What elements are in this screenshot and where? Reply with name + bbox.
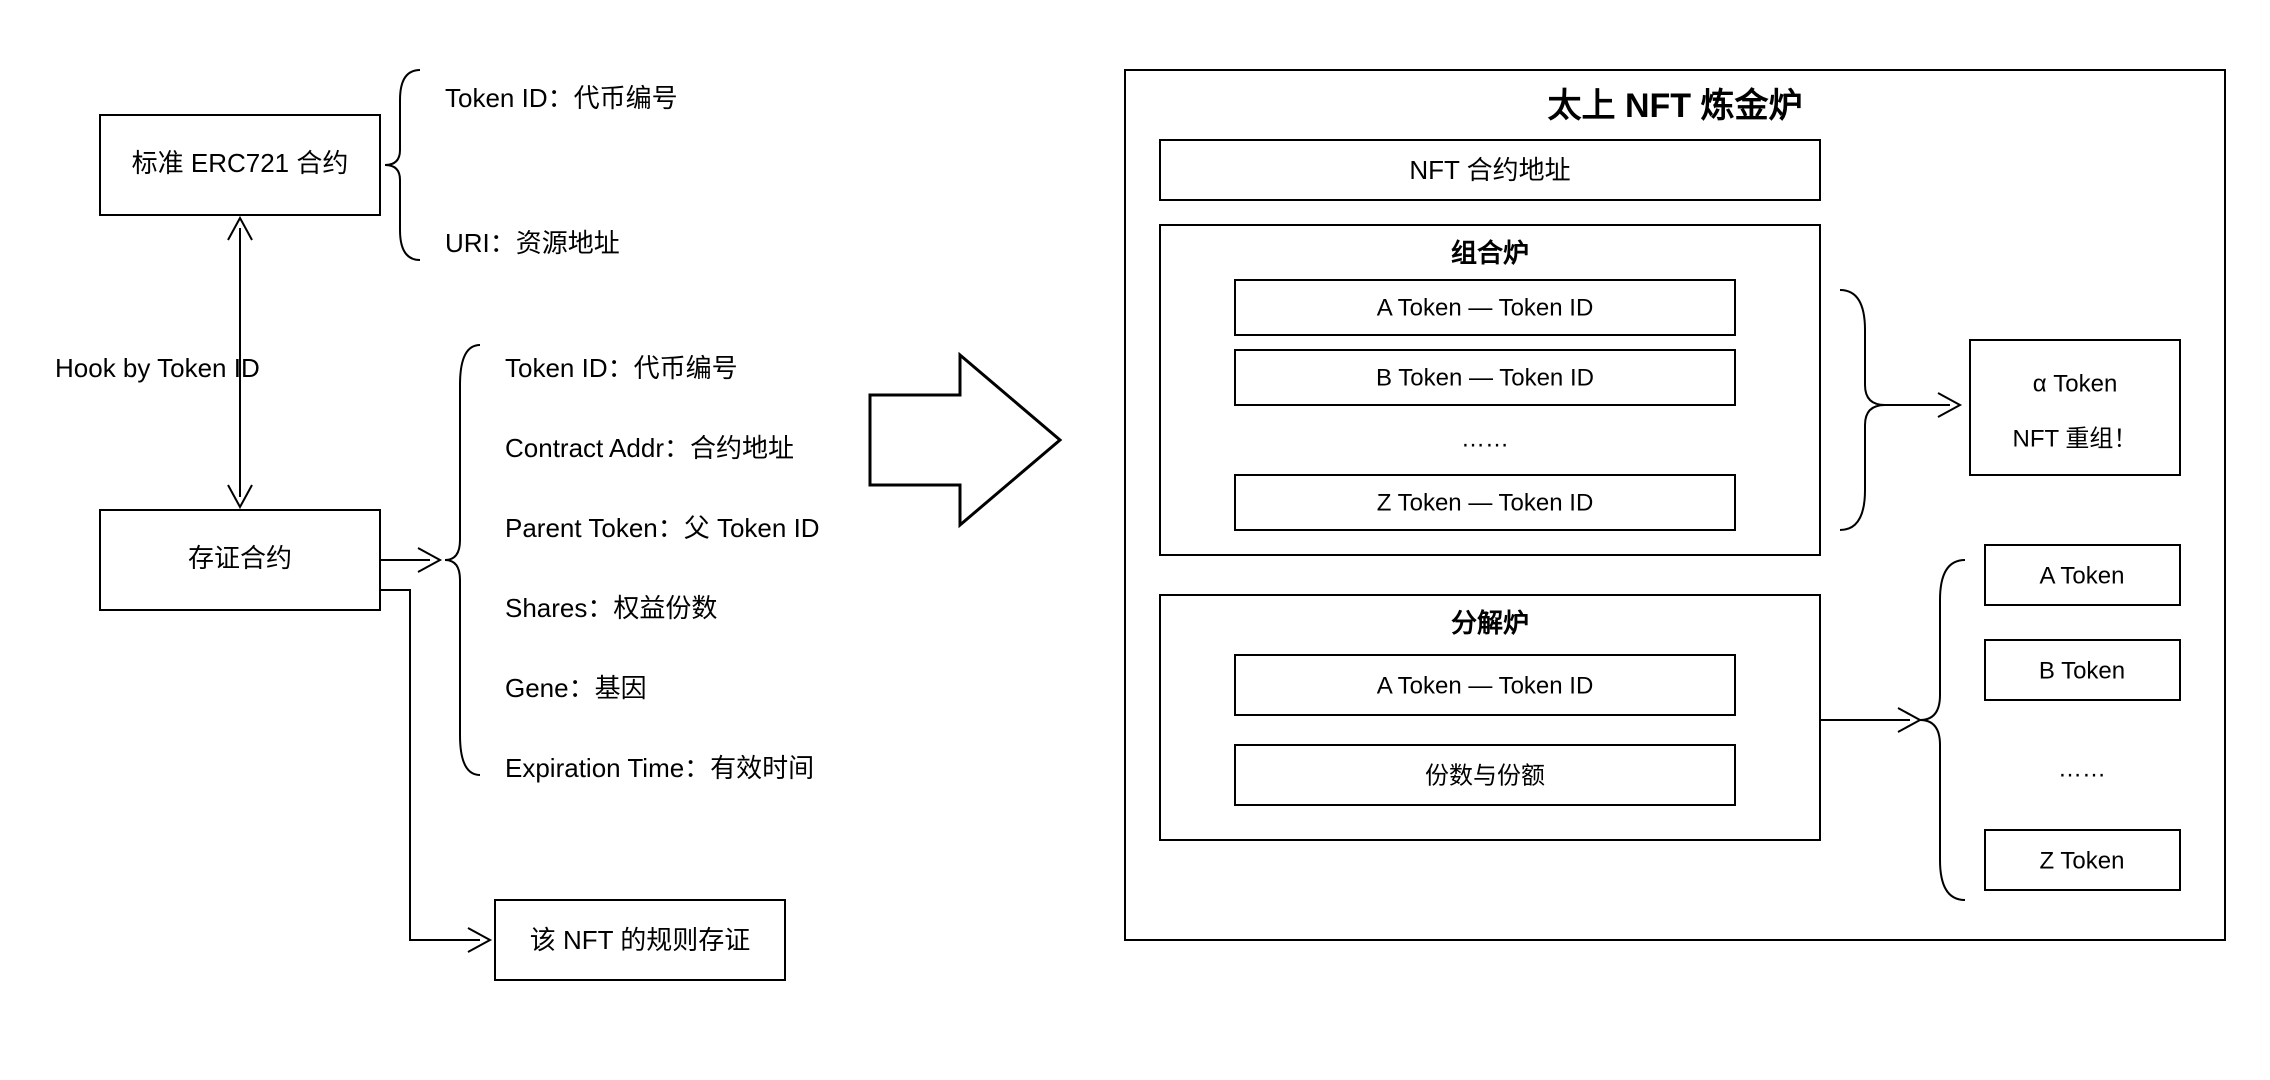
storage-brace — [445, 345, 480, 775]
erc721-box-label: 标准 ERC721 合约 — [132, 148, 349, 178]
storage-down-arrow — [380, 590, 490, 952]
compose-item-3: Z Token — Token ID — [1377, 489, 1594, 516]
compose-output-arrow — [1885, 393, 1960, 417]
compose-item-1: B Token — Token ID — [1376, 364, 1594, 391]
compose-output-0: α Token — [2033, 370, 2118, 397]
storage-attr-3: Shares：权益份数 — [505, 593, 717, 623]
big-arrow-icon — [870, 355, 1060, 525]
storage-right-arrow — [380, 548, 440, 572]
decompose-out-1: B Token — [2039, 657, 2125, 684]
storage-box-label: 存证合约 — [188, 543, 292, 573]
compose-item-2: …… — [1461, 425, 1509, 452]
decompose-out-2: …… — [2058, 755, 2106, 782]
compose-output-brace — [1840, 290, 1885, 530]
decompose-out-3: Z Token — [2040, 847, 2125, 874]
decompose-item-0: A Token — Token ID — [1377, 672, 1594, 699]
nft-architecture-diagram: 标准 ERC721 合约 存证合约 Hook by Token ID Token… — [0, 0, 2270, 1080]
decompose-out-0: A Token — [2040, 562, 2125, 589]
decompose-title: 分解炉 — [1451, 608, 1529, 638]
compose-output-box — [1970, 340, 2180, 475]
decompose-out-arrow — [1820, 708, 1920, 732]
erc721-attr-0: Token ID：代币编号 — [445, 83, 678, 113]
compose-output-1: NFT 重组！ — [2013, 425, 2138, 452]
storage-attr-5: Expiration Time：有效时间 — [505, 753, 814, 783]
storage-attr-0: Token ID：代币编号 — [505, 353, 738, 383]
storage-attr-1: Contract Addr：合约地址 — [505, 433, 794, 463]
storage-attr-2: Parent Token：父 Token ID — [505, 513, 820, 543]
compose-title: 组合炉 — [1451, 238, 1529, 268]
furnace-title: 太上 NFT 炼金炉 — [1548, 86, 1803, 125]
decompose-output-brace — [1920, 560, 1965, 900]
decompose-item-1: 份数与份额 — [1425, 762, 1545, 789]
contract-addr-label: NFT 合约地址 — [1409, 155, 1570, 185]
compose-item-0: A Token — Token ID — [1377, 294, 1594, 321]
erc721-attr-1: URI：资源地址 — [445, 228, 620, 258]
erc721-brace — [385, 70, 420, 260]
hook-label: Hook by Token ID — [55, 353, 260, 383]
storage-attr-4: Gene：基因 — [505, 673, 647, 703]
rules-box-label: 该 NFT 的规则存证 — [530, 925, 751, 955]
